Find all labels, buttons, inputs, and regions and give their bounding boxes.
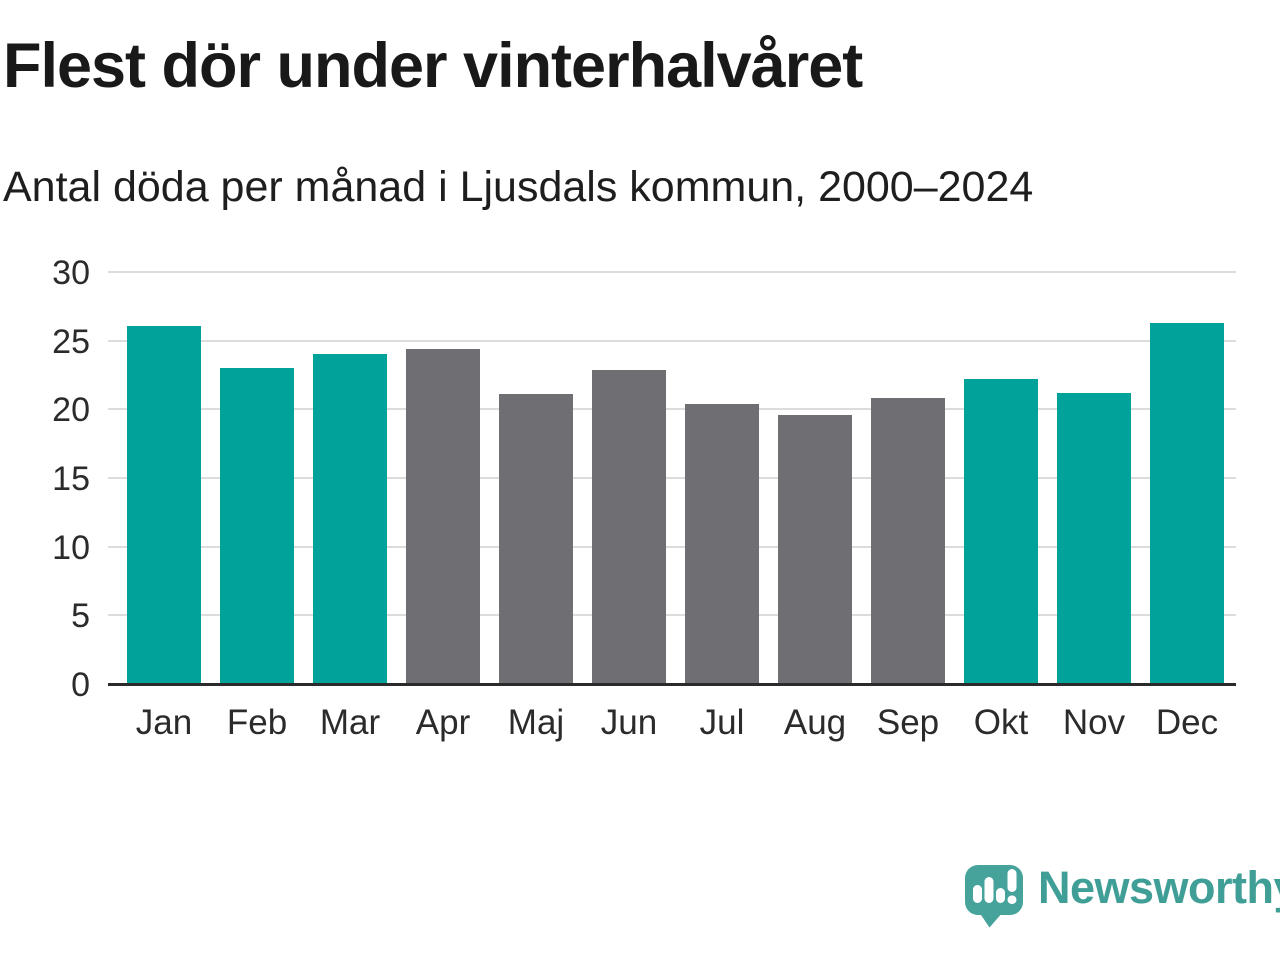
x-axis-category-label: Aug — [783, 703, 847, 742]
x-axis-category-label: Mar — [319, 703, 381, 742]
bar-sep — [871, 398, 945, 684]
x-axis-category-label: Nov — [1062, 703, 1126, 742]
bar-apr — [406, 348, 480, 684]
x-axis-category-label: Okt — [973, 703, 1029, 742]
bar-chart-plot-area: 0 5 10 15 20 25 30 Jan Feb Mar Apr Maj Jun Jul Aug Sep O… — [0, 250, 1280, 760]
y-axis-tick-label: 10 — [52, 528, 90, 567]
bar-nov — [1057, 392, 1131, 684]
y-axis-tick-label: 20 — [52, 391, 90, 430]
newsworthy-speech-bubble-bar-chart-icon — [965, 865, 1023, 928]
chart-subtitle: Antal döda per månad i Ljusdals kommun, … — [3, 163, 1034, 211]
newsworthy-brand-name: Newsworthy — [1038, 862, 1280, 913]
gridline — [108, 408, 1236, 411]
bar-okt — [964, 379, 1038, 684]
newsworthy-logo: Newsworthy — [958, 858, 1280, 930]
x-axis-category-label: Feb — [226, 703, 288, 742]
bar-jun — [592, 369, 666, 684]
bar-dec — [1150, 322, 1224, 684]
gridline — [108, 271, 1236, 273]
x-axis-category-label: Sep — [876, 703, 940, 742]
bar-mar — [313, 354, 387, 684]
gridline — [108, 614, 1236, 617]
bar-maj — [499, 394, 573, 684]
y-axis-tick-label: 25 — [52, 322, 90, 361]
x-axis-category-label: Dec — [1155, 703, 1219, 742]
page-title: Flest dör under vinterhalvåret — [3, 31, 863, 101]
gridline — [108, 545, 1236, 548]
x-axis-category-label: Apr — [415, 703, 471, 742]
x-axis-category-label: Jun — [600, 703, 658, 742]
x-axis-category-label: Maj — [507, 703, 565, 742]
bar-aug — [778, 414, 852, 684]
y-axis-tick-label: 30 — [52, 254, 90, 292]
y-axis-tick-label: 15 — [52, 460, 90, 498]
gridline — [108, 477, 1236, 479]
x-axis-category-label: Jan — [135, 703, 193, 742]
bar-feb — [220, 368, 294, 684]
y-axis-tick-label: 0 — [71, 666, 90, 704]
gridline — [108, 339, 1236, 342]
bar-jul — [685, 403, 759, 684]
x-axis-category-label: Jul — [699, 703, 745, 742]
x-axis-baseline — [108, 683, 1236, 686]
bar-jan — [127, 325, 201, 684]
y-axis-tick-label: 5 — [71, 597, 90, 636]
